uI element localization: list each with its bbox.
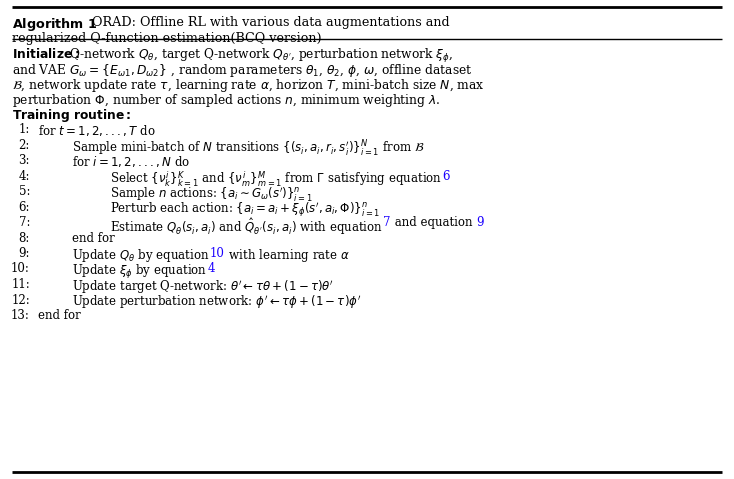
Text: Select $\{\nu_k^i\}_{k=1}^K$ and $\{\nu_m^i\}_{m=1}^M$ from $\Gamma$ satisfying : Select $\{\nu_k^i\}_{k=1}^K$ and $\{\nu_… xyxy=(110,170,443,189)
Text: Update perturbation network: $\phi^{\prime} \leftarrow \tau\phi + (1 - \tau)\phi: Update perturbation network: $\phi^{\pri… xyxy=(72,294,361,311)
Text: Update target Q-network: $\theta^{\prime} \leftarrow \tau\theta + (1 - \tau)\the: Update target Q-network: $\theta^{\prime… xyxy=(72,278,334,296)
Text: 2:: 2: xyxy=(18,138,30,151)
Text: 4: 4 xyxy=(208,262,215,275)
Text: regularized Q-function estimation(BCQ version): regularized Q-function estimation(BCQ ve… xyxy=(12,32,321,45)
Text: Q-network $Q_\theta$, target Q-network $Q_{\theta^{\prime}}$, perturbation netwo: Q-network $Q_\theta$, target Q-network $… xyxy=(69,47,454,65)
Text: 7:: 7: xyxy=(18,216,30,229)
Text: end for: end for xyxy=(38,309,81,322)
Text: Update $\xi_\phi$ by equation: Update $\xi_\phi$ by equation xyxy=(72,262,208,281)
Text: 6: 6 xyxy=(443,170,450,182)
Text: Update $Q_\theta$ by equation: Update $Q_\theta$ by equation xyxy=(72,247,210,264)
Text: 5:: 5: xyxy=(18,185,30,198)
Text: $\mathcal{B}$, network update rate $\tau$, learning rate $\alpha$, horizon $T$, : $\mathcal{B}$, network update rate $\tau… xyxy=(12,77,484,94)
Text: with learning rate $\alpha$: with learning rate $\alpha$ xyxy=(225,247,349,264)
Text: 1:: 1: xyxy=(18,123,30,136)
Text: 10: 10 xyxy=(210,247,225,260)
Text: 6:: 6: xyxy=(18,201,30,214)
Text: for $i = 1, 2, ..., N$ do: for $i = 1, 2, ..., N$ do xyxy=(72,154,190,169)
Text: and equation: and equation xyxy=(390,216,476,229)
Text: 10:: 10: xyxy=(11,262,30,275)
Text: for $t = 1, 2, ..., T$ do: for $t = 1, 2, ..., T$ do xyxy=(38,123,156,138)
Text: 9:: 9: xyxy=(18,247,30,260)
Text: Sample mini-batch of $N$ transitions $\{(s_i, a_i, r_i, s_i^{\prime})\}_{i=1}^N$: Sample mini-batch of $N$ transitions $\{… xyxy=(72,138,424,159)
Text: Perturb each action: $\{a_i = a_i + \xi_\phi(s^{\prime}, a_i, \Phi)\}_{i=1}^n$: Perturb each action: $\{a_i = a_i + \xi_… xyxy=(110,201,380,219)
Text: 11:: 11: xyxy=(11,278,30,291)
Text: 12:: 12: xyxy=(11,294,30,307)
Text: 3:: 3: xyxy=(18,154,30,167)
Text: Sample $n$ actions: $\{a_i \sim G_\omega(s^{\prime})\}_{i=1}^n$: Sample $n$ actions: $\{a_i \sim G_\omega… xyxy=(110,185,313,203)
Text: Estimate $Q_\theta(s_i, a_i)$ and $\hat{Q}_{\theta^{\prime}}(s_i, a_i)$ with equ: Estimate $Q_\theta(s_i, a_i)$ and $\hat{… xyxy=(110,216,383,237)
Text: end for: end for xyxy=(72,231,115,244)
Text: 13:: 13: xyxy=(11,309,30,322)
Text: ORAD: Offline RL with various data augmentations and: ORAD: Offline RL with various data augme… xyxy=(92,16,450,29)
Text: 9: 9 xyxy=(476,216,484,229)
Text: $\mathbf{Training\ routine:}$: $\mathbf{Training\ routine:}$ xyxy=(12,107,131,124)
Text: and VAE $G_\omega = \{E_{\omega 1}, D_{\omega 2}\}$ , random parameters $\theta_: and VAE $G_\omega = \{E_{\omega 1}, D_{\… xyxy=(12,62,473,79)
Text: perturbation $\Phi$, number of sampled actions $n$, minimum weighting $\lambda$.: perturbation $\Phi$, number of sampled a… xyxy=(12,92,440,109)
Text: 4:: 4: xyxy=(18,170,30,182)
Text: 8:: 8: xyxy=(18,231,30,244)
Text: 7: 7 xyxy=(383,216,390,229)
Text: $\mathbf{Algorithm\ 1}$: $\mathbf{Algorithm\ 1}$ xyxy=(12,16,98,33)
Text: $\mathbf{Initialize:}$: $\mathbf{Initialize:}$ xyxy=(12,47,79,61)
